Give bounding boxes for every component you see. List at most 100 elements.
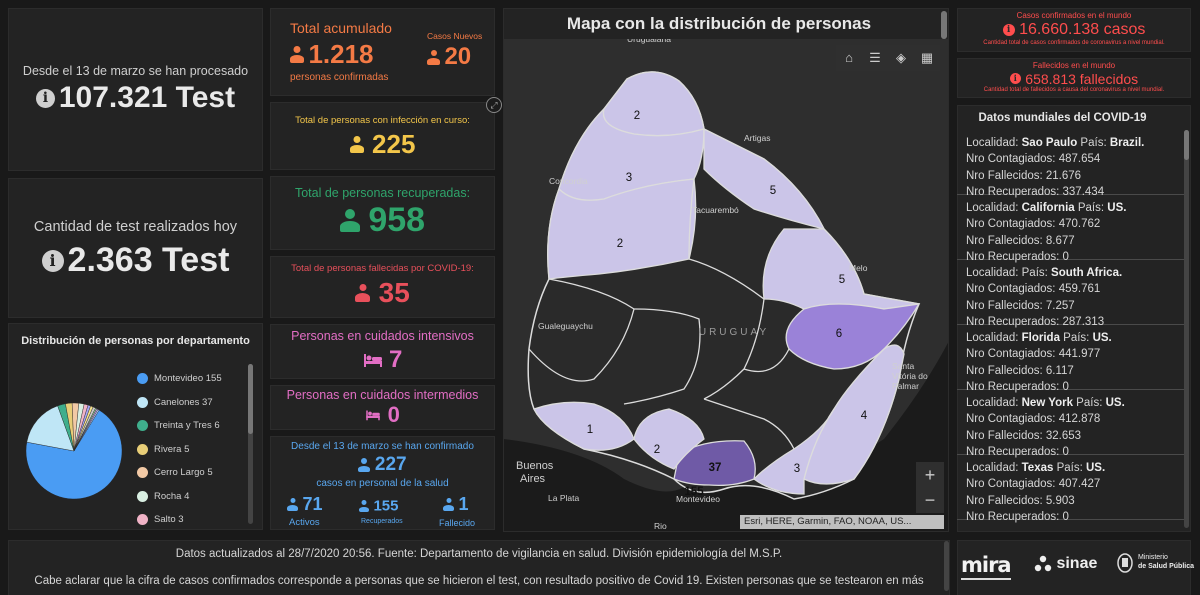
distribution-scrollbar[interactable] bbox=[248, 364, 253, 524]
world-card-stat: Nro Contagiados: 459.761 bbox=[966, 283, 1101, 296]
world-card-stat: Nro Contagiados: 441.977 bbox=[966, 348, 1101, 361]
map-count-label: 2 bbox=[617, 238, 623, 250]
sinae-emblem-icon bbox=[1034, 555, 1052, 572]
pie-slice[interactable] bbox=[26, 405, 75, 452]
world-data-card[interactable]: Localidad: Texas País: US. Nro Contagiado… bbox=[957, 455, 1187, 523]
legend-list-icon[interactable]: ☰ bbox=[862, 45, 888, 71]
qr-code-icon[interactable]: ▦ bbox=[914, 45, 940, 71]
world-card-stat: Nro Contagiados: 470.762 bbox=[966, 218, 1101, 231]
map-attribution[interactable]: Esri, HERE, Garmin, FAO, NOAA, US... bbox=[740, 515, 944, 529]
legend-label: Montevideo 155 bbox=[154, 373, 222, 384]
fallecido-label: Fallecido bbox=[439, 518, 476, 528]
world-card-location: Localidad: California País: US. bbox=[966, 202, 1127, 214]
world-deaths-caption: Cantidad total de fallecidos a causa del… bbox=[983, 87, 1165, 93]
map-place-label: Artigas bbox=[744, 133, 770, 143]
expand-icon[interactable]: ⤢ bbox=[486, 97, 502, 113]
map-country-label: URUGUAY bbox=[699, 327, 769, 338]
world-deaths-value: 658.813 fallecidos bbox=[1025, 70, 1139, 87]
world-card-stat: Nro Contagiados: 487.654 bbox=[966, 153, 1101, 166]
legend-swatch bbox=[137, 373, 148, 384]
layers-icon[interactable]: ◈ bbox=[888, 45, 914, 71]
health-staff-value: 227 bbox=[374, 454, 407, 475]
map-place-label: Rio bbox=[654, 521, 667, 531]
logos-panel: mira sinae Ministerio de Salud Pública bbox=[957, 540, 1194, 595]
map-place-label: Montevideo bbox=[676, 494, 720, 504]
map-panel-scrollbar-thumb[interactable] bbox=[941, 11, 947, 39]
tests-processed-value: 107.321 Test bbox=[58, 81, 236, 114]
map-count-label: 2 bbox=[634, 110, 640, 122]
legend-swatch bbox=[137, 396, 148, 408]
distribution-scrollbar-thumb[interactable] bbox=[248, 364, 253, 434]
map-place-label: Concordia bbox=[549, 176, 588, 186]
map-place-label: Uruguaiana bbox=[627, 34, 671, 44]
map-panel-scrollbar[interactable] bbox=[941, 11, 947, 39]
world-data-card[interactable]: Localidad: Florida País: US. Nro Contagia… bbox=[957, 325, 1187, 393]
world-data-card[interactable]: Localidad: California País: US. Nro Conta… bbox=[957, 195, 1187, 263]
pie-slice[interactable] bbox=[73, 409, 100, 452]
activos-value: 71 bbox=[302, 494, 323, 514]
map-place-labels: Uruguaiana Artigas Concordia Tacuarembó Melo… bbox=[516, 34, 928, 531]
tests-today-panel: Cantidad de test realizados hoy i 2.363 T… bbox=[8, 178, 263, 318]
legend-swatch bbox=[137, 490, 148, 502]
total-acumulado-value: 1.218 bbox=[308, 39, 374, 69]
recuperadas-panel: Total de personas recuperadas: 958 bbox=[270, 176, 495, 250]
person-icon bbox=[358, 458, 371, 472]
fallecido-value: 1 bbox=[458, 494, 469, 514]
sinae-logo: sinae bbox=[1034, 555, 1097, 573]
world-card-stat: Nro Recuperados: 337.434 bbox=[966, 186, 1105, 199]
map-place-label: Santa Vitória do Palmar bbox=[892, 361, 928, 391]
map-place-label: Tacuarembó bbox=[692, 205, 739, 215]
map-count-label: 3 bbox=[626, 172, 632, 184]
zoom-in-button[interactable]: + bbox=[916, 462, 944, 488]
world-data-card[interactable]: Localidad: País: South Africa. Nro Contag… bbox=[957, 260, 1187, 328]
intermedios-value: 0 bbox=[387, 402, 400, 427]
world-deaths-title: Fallecidos en el mundo bbox=[1032, 61, 1116, 70]
person-icon bbox=[290, 46, 304, 63]
region-canelones bbox=[673, 440, 756, 487]
home-icon[interactable]: ⌂ bbox=[836, 45, 862, 71]
map-count-labels: 2 3 2 5 5 6 4 3 37 155 2 1 bbox=[587, 110, 868, 498]
legend-label: Rocha 4 bbox=[154, 490, 190, 502]
recuperadas-value: 958 bbox=[368, 201, 426, 239]
world-card-stat: Nro Fallecidos: 32.653 bbox=[966, 429, 1082, 442]
map-title: Mapa con la distribución de personas bbox=[566, 14, 872, 33]
uruguay-map[interactable]: URUGUAY Uruguaiana Artigas Concordia Tacuar… bbox=[504, 9, 949, 532]
world-card-stat: Nro Contagiados: 407.427 bbox=[966, 478, 1101, 491]
person-icon bbox=[355, 284, 371, 302]
map-place-label: Buenos Aires bbox=[516, 460, 554, 485]
world-cases-panel: Casos confirmados en el mundo i 16.660.1… bbox=[957, 8, 1191, 52]
map-place-label: Gualeguaychu bbox=[538, 321, 593, 331]
map-panel[interactable]: URUGUAY Uruguaiana Artigas Concordia Tacuar… bbox=[503, 8, 949, 532]
mira-logo-text: mira bbox=[961, 553, 1012, 577]
msp-logo-line1: Ministerio bbox=[1138, 554, 1168, 561]
legend-swatch bbox=[137, 467, 148, 478]
map-place-label: La Plata bbox=[548, 493, 579, 503]
world-card-location: Localidad: New York País: US. bbox=[966, 397, 1125, 409]
world-card-location: Localidad: Florida País: US. bbox=[966, 332, 1112, 344]
pie-slice[interactable] bbox=[25, 409, 123, 500]
msp-seal-icon bbox=[1117, 553, 1133, 573]
world-cases-value: 16.660.138 casos bbox=[1019, 21, 1146, 38]
intensivos-title: Personas en cuidados intensivos bbox=[291, 329, 474, 343]
map-count-label: 4 bbox=[861, 410, 868, 422]
casos-nuevos-value: 20 bbox=[444, 43, 472, 70]
world-card-stat: Nro Recuperados: 287.313 bbox=[966, 316, 1105, 329]
person-icon bbox=[339, 209, 360, 232]
world-card-location: Localidad: Texas País: US. bbox=[966, 462, 1106, 474]
world-list-scrollbar[interactable] bbox=[1184, 130, 1189, 528]
region-treinta-y-tres bbox=[785, 303, 921, 370]
zoom-out-button[interactable]: − bbox=[916, 487, 944, 513]
footer-scrollbar[interactable] bbox=[944, 541, 949, 591]
world-data-card[interactable]: Localidad: New York País: US. Nro Contagi… bbox=[957, 390, 1187, 458]
map-place-label: Melo bbox=[849, 263, 868, 273]
world-data-card[interactable]: Localidad: Sao Paulo País: Brazil. Nro Co… bbox=[957, 130, 1187, 198]
world-data-panel bbox=[957, 105, 1191, 532]
footer-line1: Datos actualizados al 28/7/2020 20:56. F… bbox=[175, 548, 783, 560]
world-cases-caption: Cantidad total de casos confirmados de c… bbox=[983, 40, 1165, 46]
map-count-label: 5 bbox=[839, 274, 845, 286]
world-data-list[interactable]: Localidad: Sao Paulo País: Brazil. Nro Co… bbox=[957, 130, 1187, 528]
world-list-scrollbar-thumb[interactable] bbox=[1184, 130, 1189, 160]
person-icon bbox=[287, 498, 298, 511]
tests-processed-caption: Desde el 13 de marzo se han procesado bbox=[22, 64, 249, 78]
person-icon bbox=[359, 499, 369, 512]
